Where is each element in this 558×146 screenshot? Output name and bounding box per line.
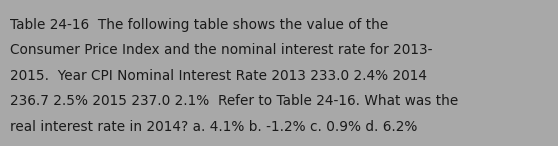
Text: real interest rate in 2014? a. 4.1% b. -1.2% c. 0.9% d. 6.2%: real interest rate in 2014? a. 4.1% b. -… (10, 120, 417, 134)
Text: Table 24-16  The following table shows the value of the: Table 24-16 The following table shows th… (10, 18, 388, 32)
Text: Consumer Price Index and the nominal interest rate for 2013-: Consumer Price Index and the nominal int… (10, 43, 432, 57)
Text: 2015.  Year CPI Nominal Interest Rate 2013 233.0 2.4% 2014: 2015. Year CPI Nominal Interest Rate 201… (10, 69, 427, 83)
Text: 236.7 2.5% 2015 237.0 2.1%  Refer to Table 24-16. What was the: 236.7 2.5% 2015 237.0 2.1% Refer to Tabl… (10, 94, 458, 108)
